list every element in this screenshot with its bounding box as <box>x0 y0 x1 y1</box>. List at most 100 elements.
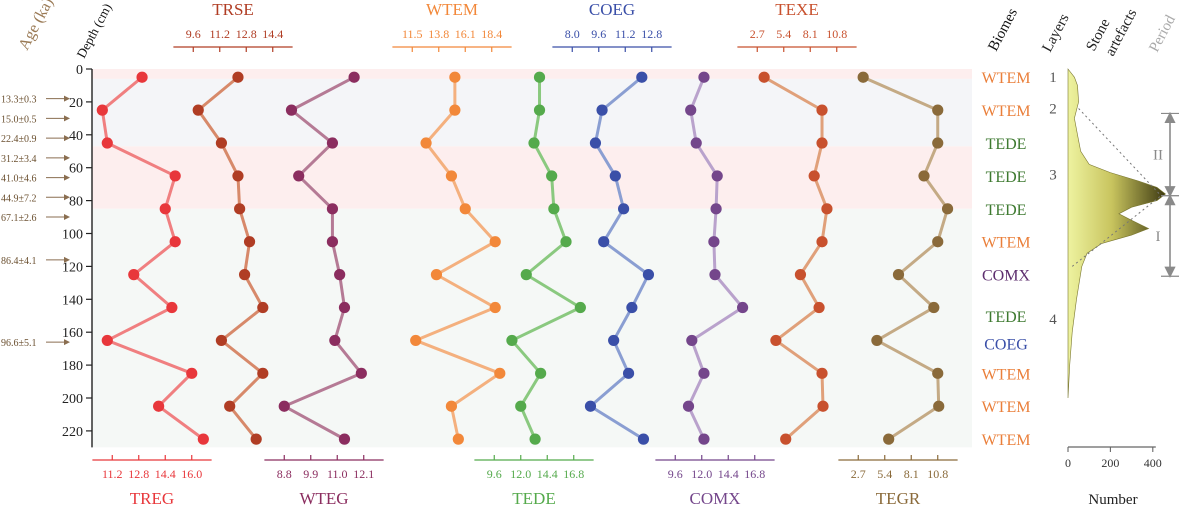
series-wteg: 8.8 9.9 11.0 12.1 WTEG <box>264 71 384 508</box>
period-title: Period <box>1146 12 1179 55</box>
series-axis-title: WTEG <box>299 489 348 508</box>
data-point <box>933 400 945 412</box>
data-point <box>186 367 198 379</box>
period-label: II <box>1153 148 1163 164</box>
stone-artefacts-axis-title: Number <box>1088 492 1137 508</box>
layer-label: 1 <box>1049 70 1057 86</box>
data-point <box>918 170 930 182</box>
depth-tick-label: 120 <box>62 260 83 275</box>
depth-tick-label: 180 <box>62 359 83 374</box>
series-tick-label: 14.4 <box>155 467 176 481</box>
data-point <box>871 334 883 347</box>
data-point <box>636 71 648 83</box>
series-line <box>282 75 363 441</box>
data-point <box>533 104 546 116</box>
series-tick-label: 16.8 <box>744 467 765 481</box>
shaded-band <box>92 208 972 448</box>
age-marker-arrow <box>64 95 70 102</box>
data-point <box>642 269 655 281</box>
series-tick-label: 11.2 <box>209 27 230 41</box>
data-point <box>817 400 829 412</box>
age-marker-arrow <box>64 194 70 201</box>
data-point <box>609 170 621 182</box>
data-point <box>813 301 825 314</box>
stone-artefacts-tick-label: 200 <box>1101 456 1119 470</box>
data-point <box>626 301 638 314</box>
series-tick-label: 2.7 <box>851 467 866 481</box>
stone-artefacts-tick-label: 0 <box>1065 456 1071 470</box>
data-point <box>535 367 547 379</box>
data-point <box>285 104 298 116</box>
biome-label: WTEM <box>982 432 1031 449</box>
age-axis-title: Age (ka) <box>16 0 57 53</box>
layers-title: Layers <box>1039 11 1072 55</box>
data-point <box>338 301 351 314</box>
depth-tick-label: 80 <box>69 195 83 210</box>
depth-tick-label: 220 <box>62 425 83 440</box>
data-point <box>816 236 828 248</box>
data-point <box>794 269 807 281</box>
data-point <box>238 269 251 281</box>
biome-label: WTEM <box>982 235 1031 252</box>
biome-label: TEDE <box>986 309 1027 326</box>
series-tick-label: 10.8 <box>826 27 847 41</box>
data-point <box>596 104 608 116</box>
data-point <box>96 104 108 116</box>
data-point <box>932 236 944 248</box>
series-tick-label: 2.7 <box>750 27 765 41</box>
data-point <box>166 301 178 314</box>
data-point <box>232 71 244 83</box>
data-point <box>529 433 541 445</box>
data-point <box>489 236 501 248</box>
depth-tick-label: 100 <box>62 228 83 243</box>
biome-label: TEDE <box>986 169 1027 186</box>
data-point <box>326 236 339 248</box>
series-tick-label: 11.0 <box>327 467 348 481</box>
series-axis-title: TEGR <box>876 489 921 508</box>
series-tick-label: 9.6 <box>487 467 502 481</box>
depth-tick-label: 200 <box>62 392 83 407</box>
data-point <box>234 203 246 215</box>
data-point <box>452 433 464 445</box>
series-tick-label: 13.8 <box>428 27 449 41</box>
age-marker-label: 31.2±3.4 <box>1 154 37 165</box>
data-point <box>780 433 792 445</box>
series-tede: 9.6 12.0 14.4 16.8 TEDE <box>474 71 594 508</box>
series-tick-label: 16.1 <box>455 27 476 41</box>
series-tick-label: 8.8 <box>277 467 292 481</box>
layer-label: 3 <box>1049 167 1057 183</box>
data-point <box>816 137 828 149</box>
data-point <box>690 137 702 149</box>
biome-label: WTEM <box>982 366 1031 383</box>
series-axis-title: WTEM <box>426 0 478 19</box>
series-trse: 9.6 11.2 12.8 14.4 TRSE <box>173 0 293 445</box>
data-point <box>489 301 501 314</box>
series-axis-title: COMX <box>689 489 740 508</box>
age-marker-label: 15.0±0.5 <box>1 114 37 125</box>
biome-label: COEG <box>984 337 1028 354</box>
age-marker-arrow <box>64 135 70 142</box>
series-tick-label: 9.6 <box>186 27 201 41</box>
series-tick-label: 14.4 <box>537 467 558 481</box>
data-point <box>232 170 244 182</box>
data-point <box>326 137 339 149</box>
data-point <box>698 433 710 445</box>
series-axis-title: TRSE <box>212 0 254 19</box>
data-point <box>334 269 346 281</box>
series-tick-label: 12.0 <box>510 467 531 481</box>
data-point <box>686 334 698 347</box>
series-tick-label: 12.8 <box>236 27 257 41</box>
biome-label: WTEM <box>982 399 1031 416</box>
period-connector <box>1071 195 1162 267</box>
data-point <box>338 433 351 445</box>
data-point <box>348 71 360 83</box>
biome-label: WTEM <box>982 103 1031 120</box>
data-point <box>169 170 181 182</box>
series-tick-label: 12.0 <box>691 467 712 481</box>
data-point <box>494 367 506 379</box>
data-point <box>574 301 586 314</box>
data-point <box>430 269 443 281</box>
data-point <box>584 400 597 412</box>
